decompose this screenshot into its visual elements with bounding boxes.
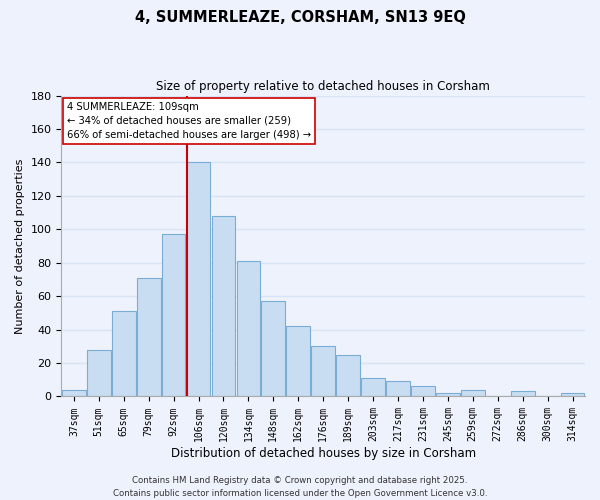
Bar [236, 261, 260, 396]
Bar [361, 378, 385, 396]
Bar [262, 301, 285, 396]
X-axis label: Distribution of detached houses by size in Corsham: Distribution of detached houses by size … [170, 447, 476, 460]
Bar [162, 234, 185, 396]
Bar [411, 386, 435, 396]
Text: Contains HM Land Registry data © Crown copyright and database right 2025.
Contai: Contains HM Land Registry data © Crown c… [113, 476, 487, 498]
Title: Size of property relative to detached houses in Corsham: Size of property relative to detached ho… [156, 80, 490, 93]
Bar [461, 390, 485, 396]
Bar [212, 216, 235, 396]
Bar [560, 393, 584, 396]
Bar [137, 278, 161, 396]
Y-axis label: Number of detached properties: Number of detached properties [15, 158, 25, 334]
Bar [62, 390, 86, 396]
Text: 4 SUMMERLEAZE: 109sqm
← 34% of detached houses are smaller (259)
66% of semi-det: 4 SUMMERLEAZE: 109sqm ← 34% of detached … [67, 102, 311, 140]
Bar [436, 393, 460, 396]
Bar [286, 326, 310, 396]
Bar [336, 354, 360, 397]
Bar [87, 350, 110, 397]
Bar [311, 346, 335, 397]
Text: 4, SUMMERLEAZE, CORSHAM, SN13 9EQ: 4, SUMMERLEAZE, CORSHAM, SN13 9EQ [134, 10, 466, 25]
Bar [386, 382, 410, 396]
Bar [187, 162, 211, 396]
Bar [511, 392, 535, 396]
Bar [112, 311, 136, 396]
